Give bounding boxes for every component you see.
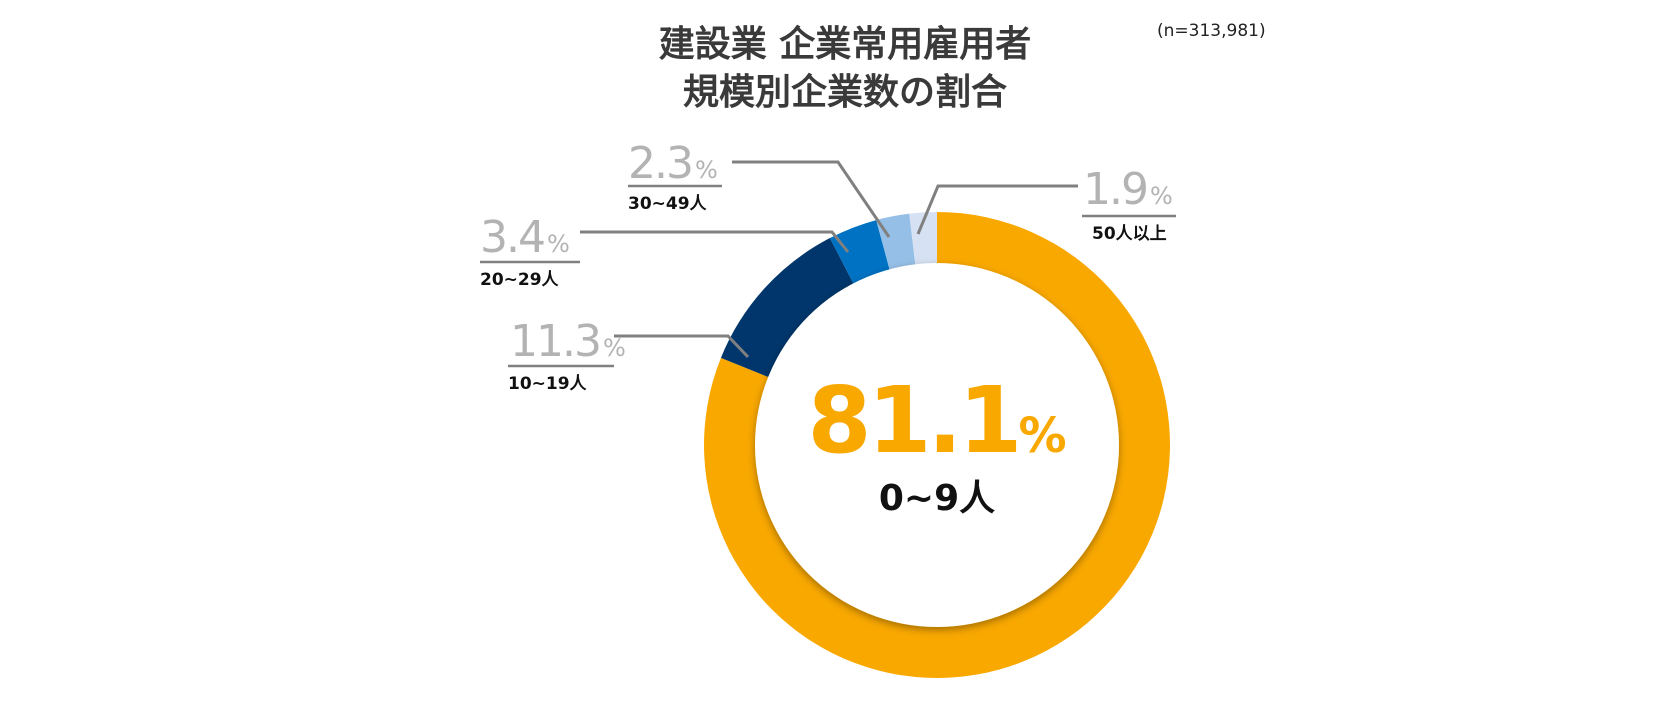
- value-30-49: 2.3: [628, 138, 692, 189]
- category-label-50-plus: 50人以上: [1092, 224, 1167, 244]
- callout-value-10-19: 11.3%: [510, 316, 626, 367]
- category-label-30-49: 30~49人: [628, 194, 708, 214]
- category-label-20-29: 20~29人: [480, 270, 560, 290]
- value-10-19: 11.3: [510, 316, 600, 367]
- category-label-10-19: 10~19人: [508, 374, 588, 394]
- chart-title-line-1: 建設業 企業常用雇用者: [659, 23, 1032, 65]
- percent-sign-50-plus: %: [1150, 182, 1173, 210]
- leader-line-20-29: [580, 230, 850, 253]
- center-category-label: 0~9人: [879, 478, 995, 519]
- center-value-number: 81.1: [807, 367, 1018, 474]
- center-percent-sign: %: [1018, 408, 1066, 464]
- percent-sign-10-19: %: [603, 334, 626, 362]
- donut-hole: [755, 263, 1119, 627]
- value-50-plus: 1.9: [1083, 164, 1147, 215]
- leader-line-30-49: [732, 160, 891, 238]
- callout-value-30-49: 2.3%: [628, 138, 718, 189]
- leader-line-10-19: [614, 334, 750, 359]
- sample-size-note: (n=313,981): [1157, 21, 1266, 41]
- callout-value-50-plus: 1.9%: [1083, 164, 1173, 215]
- leader-line-50-plus: [916, 184, 1078, 235]
- percent-sign-30-49: %: [695, 156, 718, 184]
- percent-sign-20-29: %: [547, 230, 570, 258]
- callout-value-20-29: 3.4%: [480, 212, 570, 263]
- center-value: 81.1%: [807, 367, 1066, 474]
- value-20-29: 3.4: [480, 212, 544, 263]
- chart-title-line-2: 規模別企業数の割合: [683, 71, 1007, 113]
